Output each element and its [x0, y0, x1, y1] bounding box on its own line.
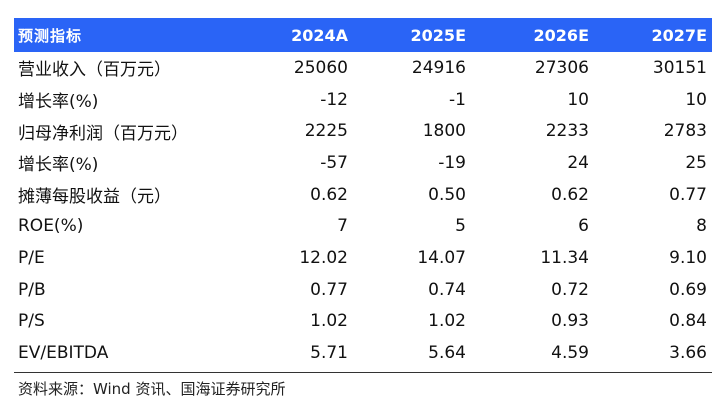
- cell-2027e: 9.10: [669, 247, 707, 268]
- table-row: P/E 12.02 14.07 11.34 9.10: [14, 242, 712, 274]
- cell-2026e: 10: [567, 89, 589, 110]
- row-label: 归母净利润（百万元）: [18, 123, 188, 144]
- cell-2025e: 14.07: [417, 247, 466, 268]
- cell-2024a: -57: [320, 152, 348, 173]
- header-label: 预测指标: [18, 26, 83, 45]
- cell-2025e: 5: [455, 216, 466, 237]
- cell-2024a: 7: [337, 216, 348, 237]
- cell-2026e: 11.34: [540, 247, 589, 268]
- table-row: P/B 0.77 0.74 0.72 0.69: [14, 274, 712, 306]
- cell-2024a: -12: [320, 89, 348, 110]
- cell-2024a: 12.02: [299, 247, 348, 268]
- cell-2027e: 10: [685, 89, 707, 110]
- cell-2027e: 8: [696, 216, 707, 237]
- cell-2025e: -1: [449, 89, 466, 110]
- row-label: P/B: [18, 279, 46, 300]
- cell-2025e: 5.64: [428, 343, 466, 364]
- table-row: 增长率(%) -12 -1 10 10: [14, 84, 712, 116]
- header-year-2026e: 2026E: [533, 25, 589, 45]
- cell-2026e: 4.59: [551, 343, 589, 364]
- table-row: P/S 1.02 1.02 0.93 0.84: [14, 306, 712, 338]
- cell-2024a: 2225: [304, 121, 348, 142]
- row-label: 营业收入（百万元）: [18, 60, 171, 81]
- table-row: EV/EBITDA 5.71 5.64 4.59 3.66: [14, 337, 712, 369]
- cell-2024a: 25060: [293, 57, 348, 78]
- row-label: P/E: [18, 247, 45, 268]
- cell-2026e: 0.93: [551, 311, 589, 332]
- row-label: 增长率(%): [18, 92, 99, 113]
- cell-2025e: 0.50: [428, 184, 466, 205]
- cell-2027e: 2783: [663, 121, 707, 142]
- forecast-table: 预测指标 2024A 2025E 2026E 2027E 营业收入（百万元） 2…: [14, 18, 712, 369]
- table-bottom-rule: [14, 372, 712, 373]
- cell-2025e: 1800: [422, 121, 466, 142]
- cell-2027e: 3.66: [669, 343, 707, 364]
- cell-2025e: 24916: [411, 57, 466, 78]
- cell-2027e: 25: [685, 152, 707, 173]
- cell-2025e: 0.74: [428, 279, 466, 300]
- header-year-2027e: 2027E: [651, 25, 707, 45]
- cell-2027e: 30151: [652, 57, 707, 78]
- cell-2024a: 0.62: [310, 184, 348, 205]
- cell-2027e: 0.77: [669, 184, 707, 205]
- row-label: 增长率(%): [18, 155, 99, 176]
- table-row: 归母净利润（百万元） 2225 1800 2233 2783: [14, 115, 712, 147]
- header-year-2024a: 2024A: [291, 25, 348, 45]
- cell-2026e: 27306: [534, 57, 589, 78]
- cell-2024a: 0.77: [310, 279, 348, 300]
- table-row: 摊薄每股收益（元） 0.62 0.50 0.62 0.77: [14, 179, 712, 211]
- cell-2025e: 1.02: [428, 311, 466, 332]
- row-label: P/S: [18, 311, 45, 332]
- cell-2026e: 2233: [545, 121, 589, 142]
- table-row: ROE(%) 7 5 6 8: [14, 210, 712, 242]
- cell-2026e: 0.62: [551, 184, 589, 205]
- cell-2026e: 6: [578, 216, 589, 237]
- source-note: 资料来源：Wind 资讯、国海证券研究所: [18, 380, 286, 398]
- table-header: 预测指标 2024A 2025E 2026E 2027E: [14, 18, 712, 52]
- row-label: ROE(%): [18, 216, 84, 237]
- row-label: EV/EBITDA: [18, 343, 109, 364]
- cell-2024a: 1.02: [310, 311, 348, 332]
- cell-2024a: 5.71: [310, 343, 348, 364]
- row-label: 摊薄每股收益（元）: [18, 187, 171, 208]
- cell-2025e: -19: [438, 152, 466, 173]
- cell-2027e: 0.69: [669, 279, 707, 300]
- cell-2027e: 0.84: [669, 311, 707, 332]
- header-year-2025e: 2025E: [410, 25, 466, 45]
- table-row: 营业收入（百万元） 25060 24916 27306 30151: [14, 52, 712, 84]
- cell-2026e: 24: [567, 152, 589, 173]
- table-row: 增长率(%) -57 -19 24 25: [14, 147, 712, 179]
- cell-2026e: 0.72: [551, 279, 589, 300]
